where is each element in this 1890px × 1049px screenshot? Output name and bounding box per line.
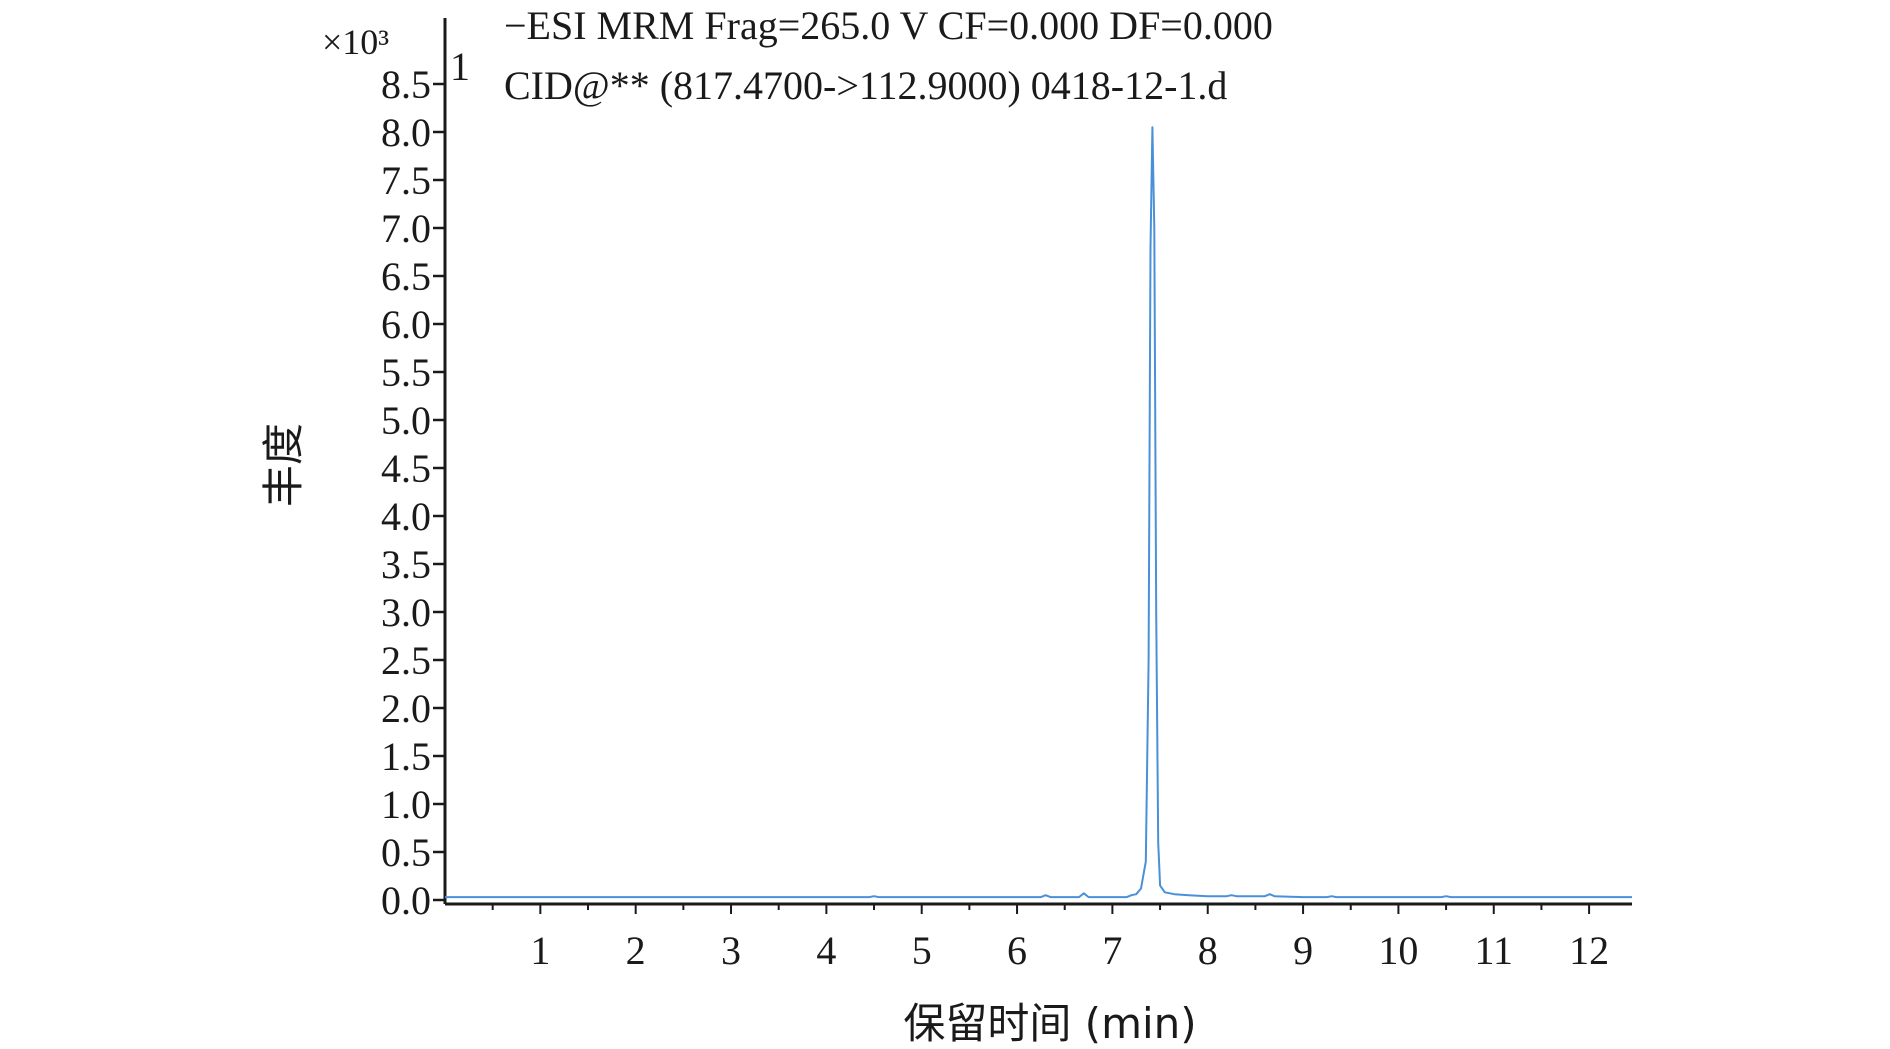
x-tick-label: 5 <box>912 928 932 973</box>
x-tick-label: 11 <box>1474 928 1513 973</box>
y-tick-label: 2.5 <box>381 638 431 683</box>
x-axis-ticks: 1 2 3 4 5 6 7 8 9 10 11 12 <box>491 904 1609 973</box>
y-tick-label: 6.5 <box>381 254 431 299</box>
y-tick-label: 1.5 <box>381 734 431 779</box>
y-tick-label: 8.0 <box>381 110 431 155</box>
x-tick-label: 2 <box>626 928 646 973</box>
x-tick-label: 12 <box>1569 928 1609 973</box>
x-axis-title: 保留时间 (min) <box>903 999 1196 1048</box>
y-tick-label: 4.0 <box>381 494 431 539</box>
header-line-1: −ESI MRM Frag=265.0 V CF=0.000 DF=0.000 <box>504 3 1273 48</box>
x-tick-label: 4 <box>816 928 836 973</box>
y-tick-label: 3.5 <box>381 542 431 587</box>
y-tick-label: 4.5 <box>381 446 431 491</box>
y-tick-label: 0.0 <box>381 878 431 923</box>
y-tick-label: 8.5 <box>381 62 431 107</box>
header-line-2: CID@** (817.4700->112.9000) 0418-12-1.d <box>504 63 1227 108</box>
x-tick-label: 10 <box>1378 928 1418 973</box>
y-tick-label: 3.0 <box>381 590 431 635</box>
x-tick-label: 3 <box>721 928 741 973</box>
y-multiplier: ×10³ <box>322 22 389 62</box>
axes <box>443 18 1632 906</box>
x-tick-label: 6 <box>1007 928 1027 973</box>
x-tick-label: 7 <box>1102 928 1122 973</box>
y-tick-label: 0.5 <box>381 830 431 875</box>
y-tick-label: 5.5 <box>381 350 431 395</box>
y-tick-label: 5.0 <box>381 398 431 443</box>
y-tick-label: 7.0 <box>381 206 431 251</box>
y-axis-ticks: 0.00.51.01.52.02.53.03.54.04.55.05.56.06… <box>381 62 445 923</box>
y-axis-title: 丰度 <box>259 423 308 507</box>
chromatogram-trace <box>445 126 1632 899</box>
x-tick-label: 8 <box>1198 928 1218 973</box>
x-tick-label: 9 <box>1293 928 1313 973</box>
y-tick-label: 7.5 <box>381 158 431 203</box>
panel-label: 1 <box>450 44 470 89</box>
x-tick-label: 1 <box>530 928 550 973</box>
y-tick-label: 6.0 <box>381 302 431 347</box>
header: −ESI MRM Frag=265.0 V CF=0.000 DF=0.000 … <box>322 3 1273 108</box>
y-tick-label: 2.0 <box>381 686 431 731</box>
y-tick-label: 1.0 <box>381 782 431 827</box>
series-group <box>445 126 1632 899</box>
